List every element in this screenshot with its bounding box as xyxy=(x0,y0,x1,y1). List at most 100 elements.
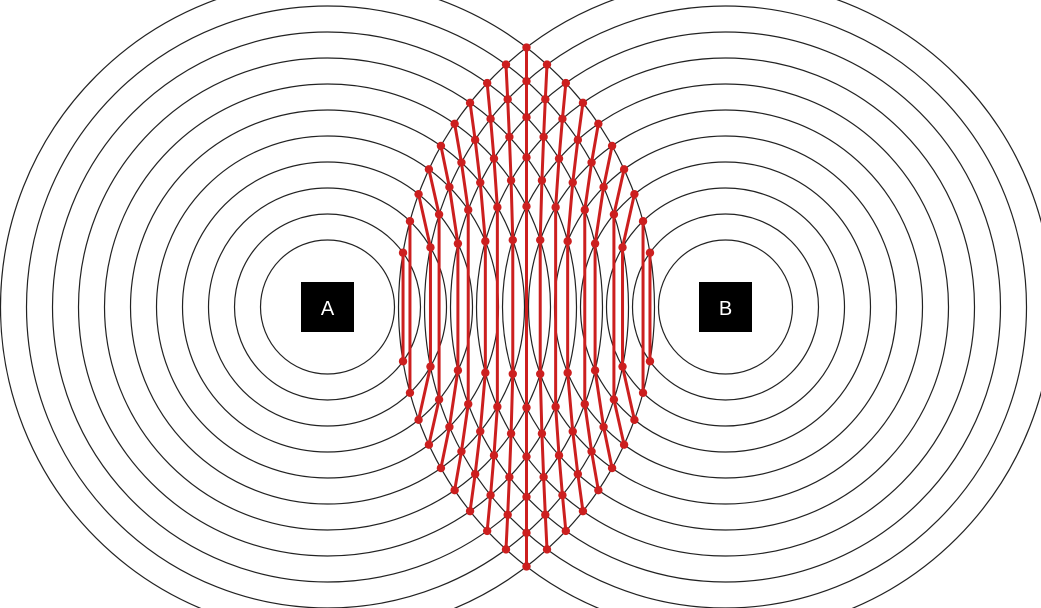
intersection-dot xyxy=(536,369,545,379)
intersection-dot xyxy=(450,486,459,495)
intersection-dot xyxy=(563,237,572,246)
intersection-dot xyxy=(445,422,454,432)
interference-line-10 xyxy=(504,64,515,550)
intersection-dot xyxy=(590,366,600,375)
intersection-dot xyxy=(486,114,495,124)
intersection-dot xyxy=(493,402,502,411)
interference-line-12 xyxy=(538,64,549,550)
intersection-dot xyxy=(489,154,499,163)
intersection-dot xyxy=(522,528,531,538)
intersection-dot xyxy=(464,205,473,215)
interference-line-13 xyxy=(554,82,568,532)
intersection-dot xyxy=(522,113,531,122)
intersection-dot xyxy=(501,545,511,554)
intersection-dot xyxy=(618,243,627,252)
intersection-dot xyxy=(470,469,480,479)
intersection-dot xyxy=(503,95,512,104)
intersection-dot xyxy=(508,235,517,245)
ring-a-10 xyxy=(0,0,656,608)
intersection-dot xyxy=(580,399,589,409)
source-b-label: B xyxy=(719,298,732,320)
ring-a-7 xyxy=(77,57,578,557)
intersection-dot xyxy=(573,135,583,145)
intersection-dot xyxy=(522,452,531,461)
intersection-dot xyxy=(638,388,648,397)
interference-line-8 xyxy=(468,102,487,512)
interference-line-14 xyxy=(566,102,585,512)
intersection-dot xyxy=(476,178,485,187)
intersection-dot xyxy=(542,545,552,554)
intersection-dot xyxy=(457,447,466,456)
ring-b-0 xyxy=(657,239,794,375)
intersection-dot xyxy=(434,395,444,404)
intersection-dot xyxy=(578,98,588,108)
intersection-dot xyxy=(481,237,490,246)
interference-line-18 xyxy=(621,193,636,421)
intersection-dot xyxy=(554,154,564,163)
intersection-dot xyxy=(580,205,589,215)
intersection-dot xyxy=(522,43,531,52)
intersection-dot xyxy=(482,78,492,88)
intersection-dot xyxy=(619,165,629,174)
intersection-dot xyxy=(424,165,434,174)
interference-lines xyxy=(401,47,652,567)
intersection-dot xyxy=(465,506,475,516)
intersection-dot xyxy=(482,526,492,536)
intersection-dot xyxy=(506,429,516,438)
ring-a-5 xyxy=(129,109,526,505)
intersection-dot xyxy=(436,141,446,151)
intersection-dot xyxy=(645,357,655,366)
intersection-dot xyxy=(505,132,514,142)
ring-b-3 xyxy=(579,161,872,453)
intersection-dot xyxy=(537,429,547,438)
intersection-dot xyxy=(536,235,545,245)
interference-line-6 xyxy=(439,145,460,469)
intersection-dot xyxy=(645,248,655,257)
intersection-dot xyxy=(481,368,490,377)
ring-a-2 xyxy=(207,187,448,427)
intersection-dot xyxy=(522,562,531,571)
intersection-dot xyxy=(561,526,571,536)
intersection-dot xyxy=(398,357,408,366)
intersection-dot xyxy=(465,98,475,108)
ring-b-2 xyxy=(605,187,846,427)
source-b: B xyxy=(699,282,752,332)
intersection-dot xyxy=(578,506,588,516)
intersection-dot xyxy=(424,440,434,449)
ring-b-8 xyxy=(449,31,1002,583)
intersection-dot xyxy=(464,399,473,409)
intersection-dot xyxy=(563,368,572,377)
intersection-dot xyxy=(587,158,596,167)
ring-b-6 xyxy=(501,83,950,531)
intersection-dot xyxy=(505,472,514,482)
intersection-dot xyxy=(436,463,446,473)
intersection-dot xyxy=(539,472,548,482)
intersection-dot xyxy=(551,203,560,212)
intersection-dot xyxy=(638,217,648,226)
intersection-dot xyxy=(590,239,600,248)
interference-line-5 xyxy=(427,168,441,446)
ring-a-9 xyxy=(25,5,630,608)
intersection-dot xyxy=(619,440,629,449)
source-a-box xyxy=(301,282,354,332)
intersection-dot xyxy=(587,447,596,456)
ring-a-8 xyxy=(51,31,604,583)
intersection-dot xyxy=(405,217,415,226)
intersection-dot xyxy=(414,189,423,199)
intersection-dot xyxy=(445,182,454,192)
intersection-dot xyxy=(405,388,415,397)
intersection-dot xyxy=(542,60,552,69)
intersection-dot xyxy=(457,158,466,167)
ring-a-1 xyxy=(233,213,422,401)
interference-line-15 xyxy=(583,123,600,491)
interference-line-17 xyxy=(612,168,626,446)
intersection-dot xyxy=(558,490,567,500)
wavefront-rings-a xyxy=(0,0,656,608)
intersection-dot xyxy=(426,243,435,252)
intersection-dot xyxy=(609,395,619,404)
intersection-dot xyxy=(541,95,550,104)
intersection-dot xyxy=(453,239,463,248)
ring-b-5 xyxy=(527,109,924,505)
interference-line-7 xyxy=(453,123,470,491)
